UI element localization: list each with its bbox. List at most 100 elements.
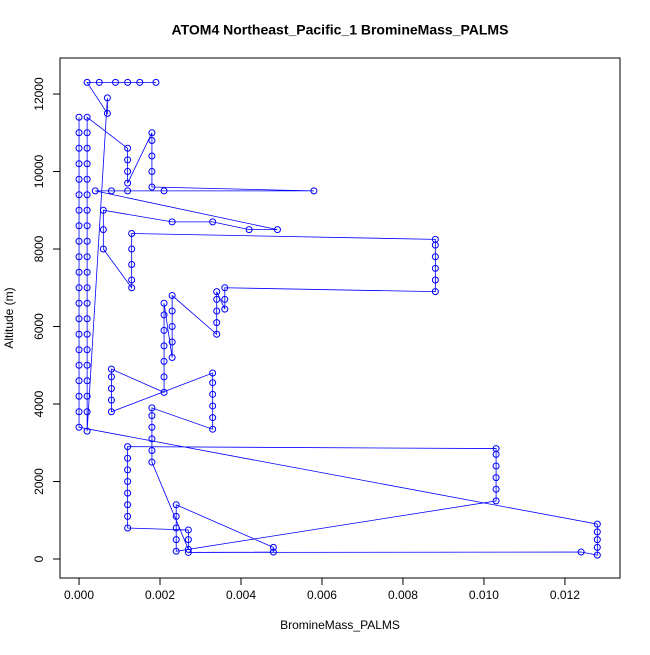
- data-point: [107, 365, 115, 373]
- data-point: [75, 175, 83, 183]
- y-axis-label: Altitude (m): [2, 287, 16, 348]
- data-point: [75, 129, 83, 137]
- data-point: [593, 528, 601, 536]
- data-point: [209, 390, 217, 398]
- data-point: [83, 175, 91, 183]
- data-point: [136, 78, 144, 86]
- data-point: [75, 361, 83, 369]
- data-point: [148, 137, 156, 145]
- data-point: [209, 218, 217, 226]
- data-point: [221, 305, 229, 313]
- data-point: [160, 388, 168, 396]
- data-point: [431, 235, 439, 243]
- data-point: [593, 543, 601, 551]
- data-point: [107, 187, 115, 195]
- data-point: [160, 311, 168, 319]
- data-point: [492, 474, 500, 482]
- data-point: [75, 299, 83, 307]
- data-point: [148, 129, 156, 137]
- y-tick-label: 2000: [32, 468, 46, 495]
- data-point: [221, 295, 229, 303]
- data-point: [213, 330, 221, 338]
- data-point: [75, 268, 83, 276]
- data-point: [172, 547, 180, 555]
- data-point: [593, 520, 601, 528]
- data-point: [124, 512, 132, 520]
- data-point: [172, 524, 180, 532]
- data-point: [172, 501, 180, 509]
- data-point: [148, 404, 156, 412]
- data-point: [75, 284, 83, 292]
- data-point: [75, 408, 83, 416]
- data-point: [83, 315, 91, 323]
- data-point: [431, 288, 439, 296]
- data-point: [124, 179, 132, 187]
- data-point: [83, 299, 91, 307]
- data-point: [124, 168, 132, 176]
- data-point: [168, 338, 176, 346]
- data-point: [128, 230, 136, 238]
- data-point: [213, 307, 221, 315]
- data-point: [83, 284, 91, 292]
- data-point: [213, 295, 221, 303]
- data-point: [103, 94, 111, 102]
- data-point: [124, 144, 132, 152]
- data-point: [128, 284, 136, 292]
- data-point: [99, 226, 107, 234]
- data-point: [83, 408, 91, 416]
- data-point: [160, 299, 168, 307]
- data-point: [75, 315, 83, 323]
- data-point: [83, 144, 91, 152]
- data-point: [107, 396, 115, 404]
- data-point: [95, 78, 103, 86]
- data-point: [492, 497, 500, 505]
- data-point: [492, 445, 500, 453]
- data-point: [75, 330, 83, 338]
- data-point: [83, 253, 91, 261]
- data-point: [83, 392, 91, 400]
- data-point: [75, 160, 83, 168]
- data-point: [209, 379, 217, 387]
- data-point: [83, 377, 91, 385]
- x-tick-label: 0.010: [469, 588, 499, 602]
- data-point: [168, 218, 176, 226]
- x-tick-label: 0.012: [550, 588, 580, 602]
- data-point: [148, 183, 156, 191]
- data-point: [83, 330, 91, 338]
- data-point: [83, 427, 91, 435]
- data-point: [75, 206, 83, 214]
- y-tick-label: 6000: [32, 313, 46, 340]
- data-point: [124, 443, 132, 451]
- data-point: [83, 346, 91, 354]
- data-point: [269, 548, 277, 556]
- x-tick-label: 0.006: [307, 588, 337, 602]
- data-point: [148, 423, 156, 431]
- x-tick-label: 0.004: [226, 588, 256, 602]
- data-point: [99, 245, 107, 253]
- data-point: [75, 423, 83, 431]
- data-point: [75, 191, 83, 199]
- data-point: [221, 284, 229, 292]
- data-point: [148, 152, 156, 160]
- data-point: [124, 501, 132, 509]
- data-point: [184, 526, 192, 534]
- data-point: [75, 253, 83, 261]
- data-point: [128, 276, 136, 284]
- data-point: [310, 187, 318, 195]
- data-point: [148, 168, 156, 176]
- data-point: [492, 485, 500, 493]
- data-point: [172, 512, 180, 520]
- data-point: [148, 412, 156, 420]
- data-point: [172, 536, 180, 544]
- data-point: [83, 129, 91, 137]
- data-point: [75, 377, 83, 385]
- data-point: [103, 109, 111, 117]
- data-point: [75, 113, 83, 121]
- data-point: [492, 462, 500, 470]
- data-point: [83, 361, 91, 369]
- data-point: [209, 402, 217, 410]
- data-point: [273, 226, 281, 234]
- data-point: [213, 319, 221, 327]
